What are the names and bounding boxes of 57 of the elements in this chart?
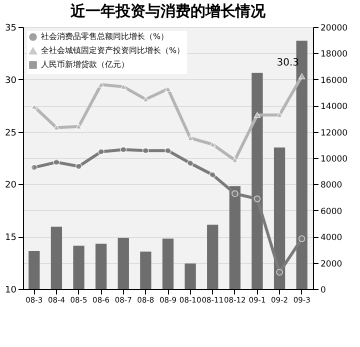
y-tick-label: 20 (5, 180, 17, 191)
point (186, 160, 194, 167)
annotation: 30.3 (276, 57, 299, 68)
point (30, 104, 38, 110)
y2-tick-label: 20000 (320, 24, 348, 34)
point (232, 157, 238, 164)
point (142, 96, 150, 102)
y2-tick-label: 18000 (320, 50, 348, 60)
point (164, 86, 172, 92)
y2-tick-label: 6000 (320, 206, 342, 217)
point (276, 268, 283, 276)
y2-tick-label: 16000 (320, 76, 348, 86)
point (30, 164, 38, 171)
bar (28, 251, 40, 289)
y-tick-label: 25 (5, 128, 16, 138)
point (53, 158, 60, 166)
y-tick-label: 30 (5, 76, 17, 86)
bar (118, 238, 129, 289)
point (254, 112, 261, 118)
y2-tick-label: 10000 (320, 154, 348, 164)
point (298, 73, 306, 80)
y-tick-label: 10 (5, 286, 17, 296)
point (209, 171, 216, 178)
point (75, 124, 82, 130)
point (232, 190, 238, 197)
point (142, 147, 150, 154)
y2-tick-label: 14000 (320, 102, 348, 112)
point (254, 196, 261, 202)
y2-tick-label: 2000 (320, 259, 342, 270)
point (120, 84, 127, 90)
legend-label: 人民币新增贷款（亿元） (41, 60, 129, 69)
y2-tick-label: 0 (320, 286, 326, 296)
point (186, 135, 194, 142)
legend-label: 全社会城镇固定资产投资同比增长（%） (41, 46, 185, 55)
y2-tick-label: 12000 (320, 128, 348, 138)
chart-title: 近一年投资与消费的增长情况 (70, 2, 266, 20)
bar (73, 246, 84, 289)
bar (50, 226, 62, 289)
point (209, 141, 216, 148)
point (98, 82, 104, 88)
y2-tick-label: 4000 (320, 233, 342, 244)
legend-label: 社会消费品零售总额同比增长（%） (41, 32, 169, 41)
point (164, 147, 172, 154)
y-tick-label: 35 (5, 24, 16, 34)
bar (96, 244, 107, 289)
bar (184, 263, 196, 289)
bar (162, 238, 174, 289)
point (298, 235, 306, 242)
bar (140, 252, 152, 289)
y2-tick-label: 8000 (320, 180, 342, 191)
y-tick-label: 15 (5, 233, 16, 244)
point (120, 146, 127, 153)
bar (207, 224, 218, 289)
point (75, 163, 82, 170)
point (53, 124, 60, 131)
point (98, 148, 104, 156)
point (276, 112, 283, 118)
